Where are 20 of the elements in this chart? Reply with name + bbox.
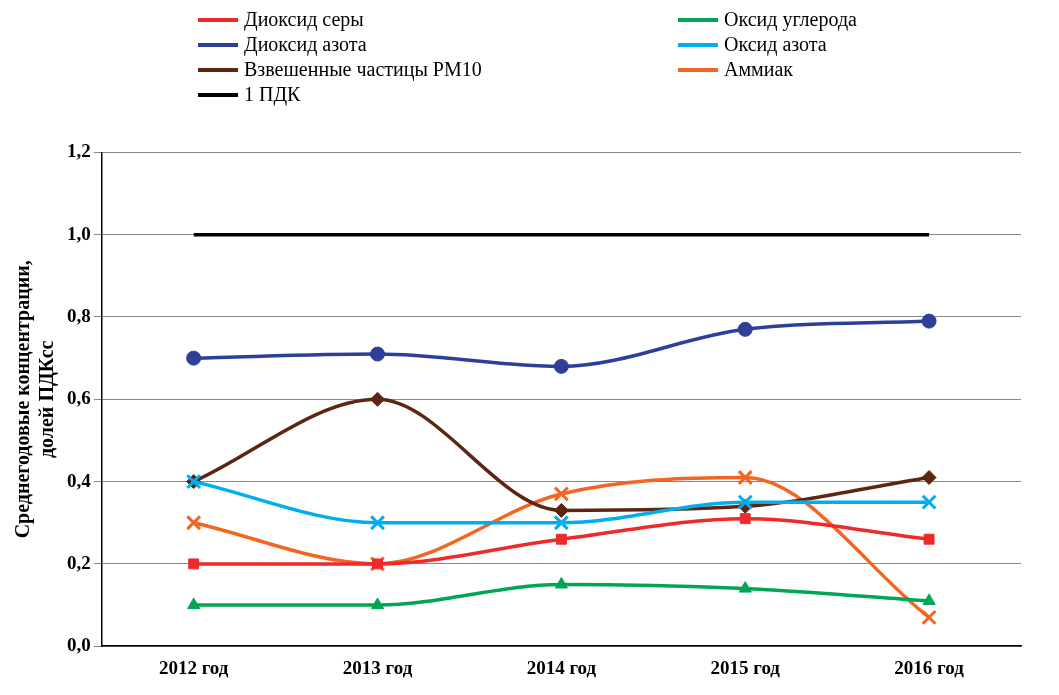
y-tick-label: 0,4 [67, 469, 92, 491]
x-tick-label: 2013 год [342, 656, 413, 678]
x-tick-label: 2014 год [526, 656, 597, 678]
y-tick-label: 1,2 [67, 140, 91, 162]
y-tick-label: 0,8 [67, 304, 91, 326]
y-tick-label: 0,0 [67, 634, 91, 656]
legend-label: Аммиак [724, 58, 794, 81]
legend-label: Оксид углерода [724, 8, 857, 31]
y-tick-label: 0,2 [67, 551, 91, 573]
legend-label: Диоксид азота [244, 33, 367, 56]
x-tick-label: 2012 год [158, 656, 229, 678]
y-tick-label: 1,0 [67, 222, 91, 244]
x-tick-label: 2016 год [894, 656, 965, 678]
x-tick-label: 2015 год [710, 656, 781, 678]
legend-label: Диоксид серы [244, 8, 364, 31]
legend-label: 1 ПДК [244, 83, 301, 106]
y-axis-title: Среднегодовые концентрации, долей ПДКсс [11, 260, 59, 539]
y-tick-label: 0,6 [67, 387, 91, 409]
legend-label: Оксид азота [724, 33, 827, 56]
legend-label: Взвешенные частицы PM10 [244, 58, 482, 81]
